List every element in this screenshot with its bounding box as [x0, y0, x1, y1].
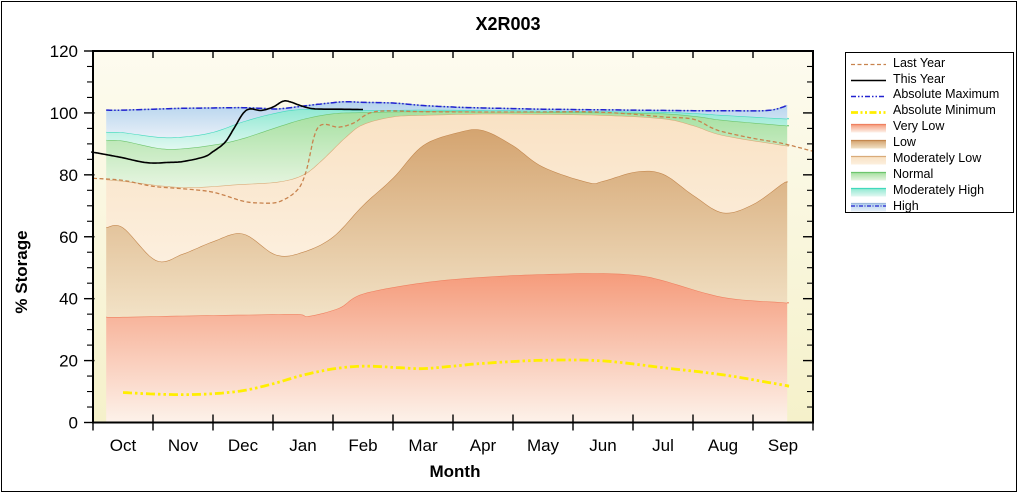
y-tick-label-40: 40: [59, 290, 78, 309]
legend-label-moderately-low: Moderately Low: [893, 151, 982, 166]
legend-swatch-absolute-maximum: [850, 89, 888, 100]
band-normal: [106, 111, 789, 188]
legend-item-high: High: [850, 198, 1013, 214]
legend-label-moderately-high: Moderately High: [893, 182, 985, 197]
legend-swatch-very-low: [850, 121, 888, 133]
legend-swatch-absolute-minimum: [850, 105, 888, 116]
chart-title: X2R003: [475, 14, 540, 34]
legend-item-normal: Normal: [850, 166, 1013, 182]
legend-label-normal: Normal: [893, 166, 934, 181]
x-axis-label: Month: [430, 462, 481, 481]
y-tick-labels: 0 20 40 60 80 100 120: [50, 42, 78, 433]
legend-label-absolute-maximum: Absolute Maximum: [893, 87, 1000, 102]
y-axis-label: % Storage: [12, 230, 31, 313]
line-this-year: [91, 100, 363, 164]
line-last-year: [92, 110, 814, 204]
band-low: [106, 129, 789, 317]
legend-swatch-high: [850, 200, 888, 212]
y-tick-label-120: 120: [50, 42, 78, 61]
x-tick-label-aug: Aug: [708, 436, 738, 455]
legend-label-very-low: Very Low: [893, 119, 945, 134]
y-tick-label-80: 80: [59, 166, 78, 185]
legend-label-absolute-minimum: Absolute Minimum: [893, 103, 996, 118]
legend-item-absolute-minimum: Absolute Minimum: [850, 103, 1013, 119]
legend-item-last-year: Last Year: [850, 55, 1013, 71]
legend: Last Year This Year Absolute Maximum Absolu…: [845, 52, 1014, 213]
band-moderately-low: [106, 113, 789, 262]
legend-item-very-low: Very Low: [850, 119, 1013, 135]
legend-item-absolute-maximum: Absolute Maximum: [850, 87, 1013, 103]
legend-swatch-moderately-high: [850, 185, 888, 197]
x-tick-label-jun: Jun: [589, 436, 616, 455]
legend-item-moderately-high: Moderately High: [850, 182, 1013, 198]
band-moderately-high: [106, 109, 789, 150]
x-tick-label-dec: Dec: [228, 436, 259, 455]
y-tick-label-0: 0: [69, 414, 78, 433]
x-tick-labels: Oct Nov Dec Jan Feb Mar Apr May Jun Jul Aug Sep: [110, 436, 798, 455]
legend-swatch-low: [850, 137, 888, 149]
legend-swatch-normal: [850, 169, 888, 181]
band-very-low: [106, 273, 789, 423]
x-tick-label-jul: Jul: [652, 436, 674, 455]
legend-label-this-year: This Year: [893, 71, 946, 86]
x-tick-label-jan: Jan: [289, 436, 316, 455]
series-lines: [91, 100, 814, 396]
y-tick-label-100: 100: [50, 104, 78, 123]
x-tick-label-sep: Sep: [768, 436, 798, 455]
x-tick-label-may: May: [527, 436, 560, 455]
legend-item-this-year: This Year: [850, 71, 1013, 87]
x-tick-label-nov: Nov: [168, 436, 199, 455]
legend-swatch-last-year: [850, 57, 888, 68]
legend-item-moderately-low: Moderately Low: [850, 150, 1013, 166]
x-tick-label-mar: Mar: [408, 436, 438, 455]
x-tick-label-oct: Oct: [110, 436, 137, 455]
line-absolute-maximum: [106, 100, 788, 112]
axes: [84, 50, 814, 431]
legend-swatch-moderately-low: [850, 153, 888, 165]
x-tick-label-apr: Apr: [470, 436, 497, 455]
y-tick-label-20: 20: [59, 352, 78, 371]
legend-swatch-this-year: [850, 73, 888, 84]
legend-label-high: High: [893, 198, 919, 213]
percentile-bands: [106, 101, 790, 423]
legend-item-low: Low: [850, 134, 1013, 150]
y-tick-label-60: 60: [59, 228, 78, 247]
legend-label-last-year: Last Year: [893, 55, 946, 70]
figure-border: [1, 1, 1017, 492]
line-absolute-minimum: [122, 358, 790, 396]
legend-label-low: Low: [893, 135, 916, 150]
x-tick-label-feb: Feb: [348, 436, 377, 455]
